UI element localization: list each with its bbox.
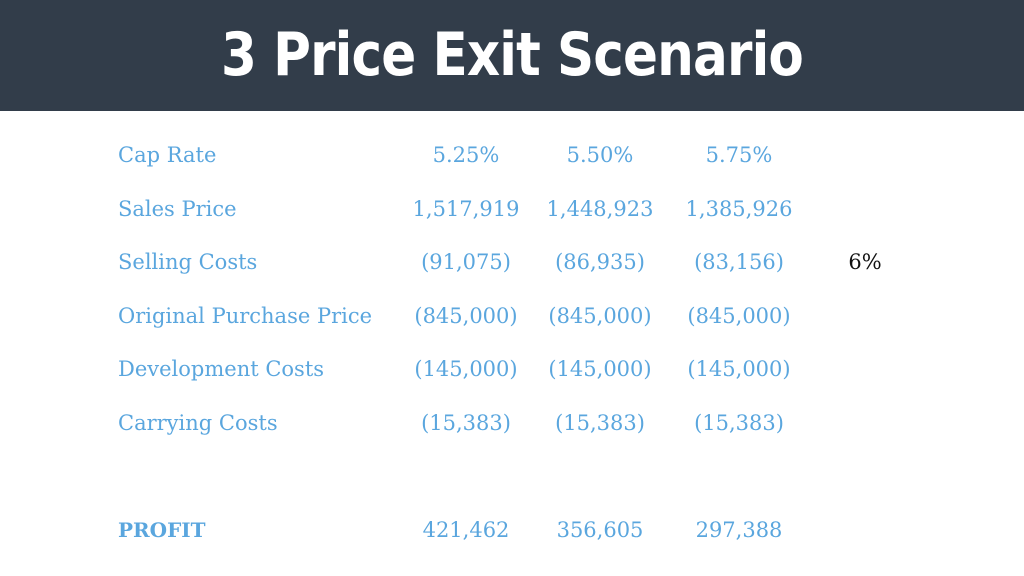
row-selling-costs: Selling Costs (91,075) (86,935) (83,156)…	[0, 247, 1024, 277]
scenario-1-value: 5.25%	[432, 143, 500, 167]
scenario-3-value: 1,385,926	[685, 197, 793, 221]
scenario-3-value: (83,156)	[694, 250, 784, 274]
scenario-1-value: (845,000)	[414, 304, 518, 328]
row-label: Cap Rate	[118, 143, 217, 167]
scenario-2-value: (86,935)	[555, 250, 645, 274]
row-label: Sales Price	[118, 197, 237, 221]
scenario-1-value: (145,000)	[414, 357, 518, 381]
row-development-costs: Development Costs (145,000) (145,000) (1…	[0, 354, 1024, 384]
scenario-1-value: (91,075)	[421, 250, 511, 274]
title-banner: 3 Price Exit Scenario	[0, 0, 1024, 111]
scenario-2-value: (15,383)	[555, 411, 645, 435]
scenario-2-value: (145,000)	[548, 357, 652, 381]
scenario-3-value: (15,383)	[694, 411, 784, 435]
scenario-3-profit: 297,388	[695, 518, 783, 542]
row-cap-rate: Cap Rate 5.25% 5.50% 5.75%	[0, 140, 1024, 170]
row-label: Selling Costs	[118, 250, 258, 274]
scenario-1-value: (15,383)	[421, 411, 511, 435]
row-label: Carrying Costs	[118, 411, 278, 435]
scenario-2-profit: 356,605	[556, 518, 644, 542]
row-sales-price: Sales Price 1,517,919 1,448,923 1,385,92…	[0, 194, 1024, 224]
scenario-1-profit: 421,462	[422, 518, 510, 542]
scenario-2-value: 5.50%	[566, 143, 634, 167]
scenario-2-value: (845,000)	[548, 304, 652, 328]
row-label: Development Costs	[118, 357, 325, 381]
row-original-purchase-price: Original Purchase Price (845,000) (845,0…	[0, 301, 1024, 331]
profit-label: PROFIT	[118, 518, 206, 542]
row-profit: PROFIT 421,462 356,605 297,388	[0, 515, 1024, 545]
scenario-1-value: 1,517,919	[412, 197, 520, 221]
scenario-3-value: (845,000)	[687, 304, 791, 328]
selling-costs-rate: 6%	[848, 250, 882, 274]
row-carrying-costs: Carrying Costs (15,383) (15,383) (15,383…	[0, 408, 1024, 438]
scenario-3-value: 5.75%	[705, 143, 773, 167]
scenario-2-value: 1,448,923	[546, 197, 654, 221]
page-title: 3 Price Exit Scenario	[220, 20, 804, 90]
row-label: Original Purchase Price	[118, 304, 373, 328]
scenario-3-value: (145,000)	[687, 357, 791, 381]
